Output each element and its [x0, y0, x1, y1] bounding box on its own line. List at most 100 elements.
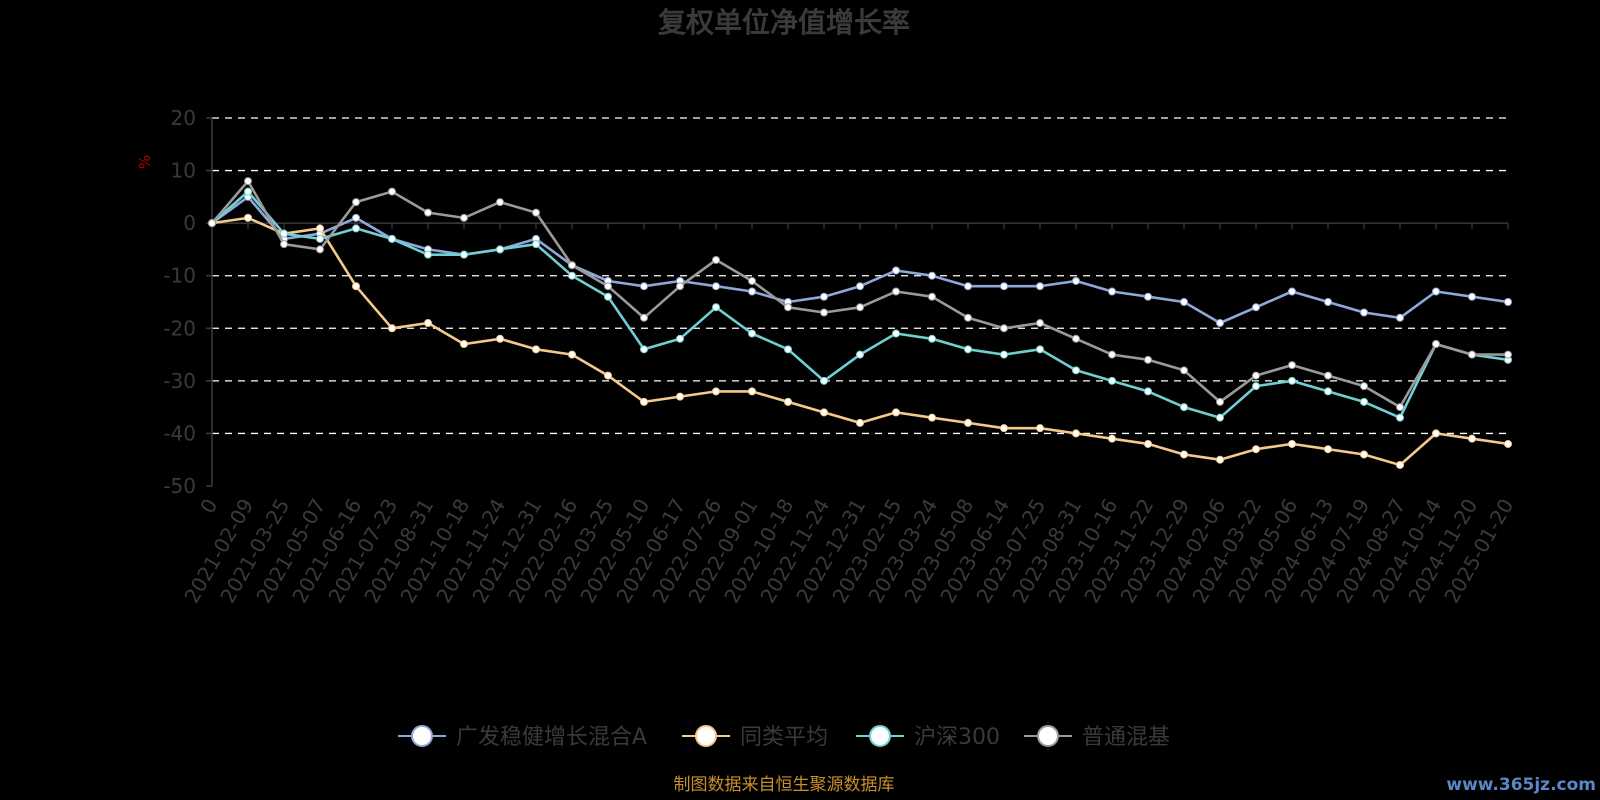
data-point[interactable] — [424, 319, 432, 328]
data-point[interactable] — [1036, 319, 1044, 328]
data-point[interactable] — [352, 224, 360, 233]
data-point[interactable] — [1180, 403, 1188, 412]
data-point[interactable] — [820, 408, 828, 417]
data-point[interactable] — [1324, 298, 1332, 306]
data-point[interactable] — [1432, 429, 1440, 438]
legend-item[interactable]: 同类平均 — [682, 725, 828, 750]
data-point[interactable] — [1288, 287, 1296, 296]
data-point[interactable] — [352, 198, 360, 207]
data-point[interactable] — [676, 392, 684, 401]
data-point[interactable] — [424, 250, 432, 259]
data-point[interactable] — [964, 345, 972, 354]
data-point[interactable] — [1072, 334, 1080, 343]
data-point[interactable] — [460, 340, 468, 349]
data-point[interactable] — [928, 413, 936, 422]
data-point[interactable] — [1360, 382, 1368, 391]
data-point[interactable] — [208, 219, 216, 228]
data-point[interactable] — [1432, 287, 1440, 296]
legend-item[interactable]: 沪深300 — [856, 725, 1000, 750]
data-point[interactable] — [1144, 355, 1152, 364]
data-point[interactable] — [1504, 439, 1512, 448]
data-point[interactable] — [1288, 376, 1296, 385]
data-point[interactable] — [1324, 387, 1332, 396]
data-point[interactable] — [568, 261, 576, 270]
data-point[interactable] — [496, 245, 504, 254]
data-point[interactable] — [460, 213, 468, 222]
data-point[interactable] — [856, 350, 864, 359]
data-point[interactable] — [496, 198, 504, 207]
data-point[interactable] — [352, 282, 360, 291]
data-point[interactable] — [748, 276, 756, 285]
data-point[interactable] — [316, 224, 324, 233]
data-point[interactable] — [568, 271, 576, 280]
legend-item[interactable]: 广发稳健增长混合A — [398, 725, 647, 750]
data-point[interactable] — [352, 213, 360, 222]
data-point[interactable] — [1288, 439, 1296, 448]
data-point[interactable] — [1324, 371, 1332, 380]
data-point[interactable] — [1072, 366, 1080, 375]
data-point[interactable] — [604, 282, 612, 291]
data-point[interactable] — [1000, 324, 1008, 333]
data-point[interactable] — [1180, 366, 1188, 375]
data-point[interactable] — [1360, 450, 1368, 459]
data-point[interactable] — [784, 303, 792, 312]
data-point[interactable] — [1072, 276, 1080, 285]
data-point[interactable] — [1360, 308, 1368, 317]
data-point[interactable] — [1000, 424, 1008, 433]
data-point[interactable] — [1036, 282, 1044, 291]
data-point[interactable] — [640, 313, 648, 322]
data-point[interactable] — [460, 250, 468, 259]
data-point[interactable] — [1180, 450, 1188, 459]
data-point[interactable] — [964, 313, 972, 322]
data-point[interactable] — [1252, 303, 1260, 312]
data-point[interactable] — [1504, 350, 1512, 359]
data-point[interactable] — [568, 350, 576, 359]
data-point[interactable] — [964, 282, 972, 291]
data-point[interactable] — [784, 345, 792, 354]
data-point[interactable] — [604, 292, 612, 301]
data-point[interactable] — [1468, 292, 1476, 301]
data-point[interactable] — [388, 324, 396, 333]
data-point[interactable] — [1288, 361, 1296, 370]
data-point[interactable] — [1324, 445, 1332, 454]
data-point[interactable] — [1108, 350, 1116, 359]
data-point[interactable] — [1216, 455, 1224, 464]
data-point[interactable] — [316, 234, 324, 243]
data-point[interactable] — [496, 334, 504, 343]
data-point[interactable] — [1468, 434, 1476, 443]
data-point[interactable] — [1108, 287, 1116, 296]
data-point[interactable] — [820, 308, 828, 317]
data-point[interactable] — [1000, 350, 1008, 359]
data-point[interactable] — [1252, 382, 1260, 391]
data-point[interactable] — [712, 387, 720, 396]
data-point[interactable] — [1036, 345, 1044, 354]
data-point[interactable] — [892, 408, 900, 417]
data-point[interactable] — [1396, 413, 1404, 422]
data-point[interactable] — [1144, 292, 1152, 301]
data-point[interactable] — [712, 303, 720, 312]
data-point[interactable] — [424, 208, 432, 217]
data-point[interactable] — [892, 266, 900, 275]
data-point[interactable] — [1252, 371, 1260, 380]
data-point[interactable] — [1396, 403, 1404, 412]
data-point[interactable] — [1468, 350, 1476, 359]
data-point[interactable] — [748, 387, 756, 396]
data-point[interactable] — [1144, 387, 1152, 396]
data-point[interactable] — [748, 329, 756, 338]
data-point[interactable] — [856, 418, 864, 427]
legend-item[interactable]: 普通混基 — [1024, 725, 1170, 750]
data-point[interactable] — [856, 303, 864, 312]
data-point[interactable] — [964, 418, 972, 427]
data-point[interactable] — [928, 271, 936, 280]
data-point[interactable] — [604, 371, 612, 380]
data-point[interactable] — [1108, 376, 1116, 385]
data-point[interactable] — [280, 240, 288, 249]
data-point[interactable] — [1144, 439, 1152, 448]
data-point[interactable] — [676, 334, 684, 343]
data-point[interactable] — [892, 329, 900, 338]
data-point[interactable] — [1036, 424, 1044, 433]
data-point[interactable] — [820, 292, 828, 301]
data-point[interactable] — [280, 229, 288, 238]
data-point[interactable] — [244, 177, 252, 186]
data-point[interactable] — [1216, 413, 1224, 422]
